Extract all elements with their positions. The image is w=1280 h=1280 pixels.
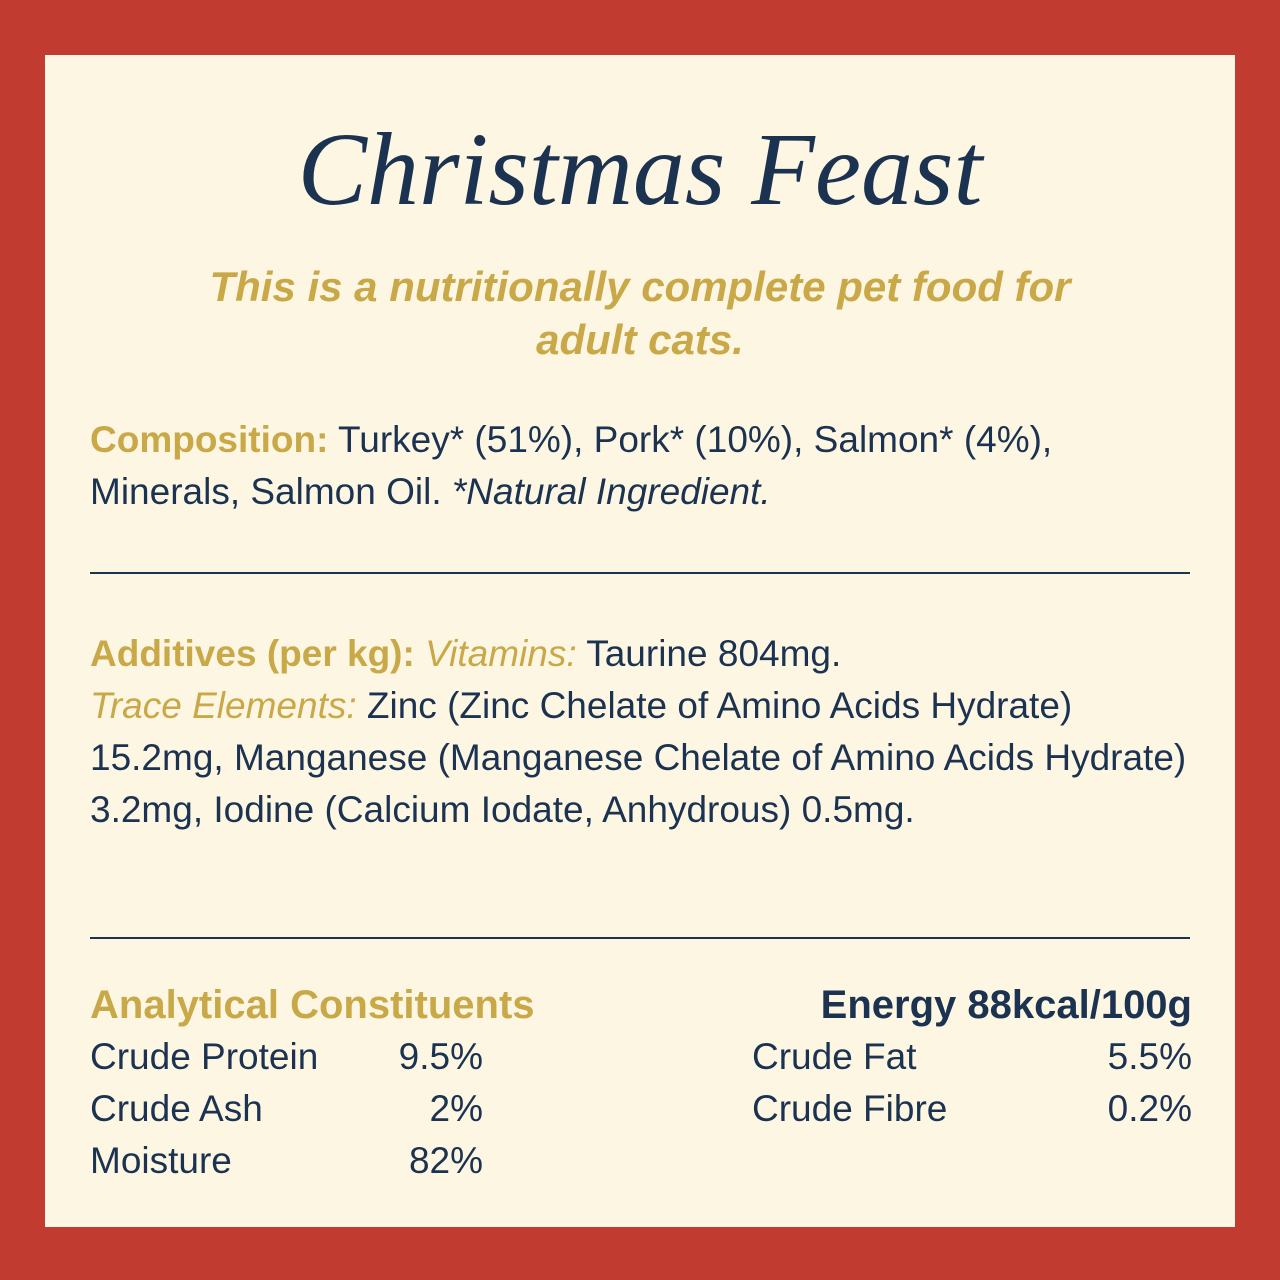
composition-text: Turkey* (51%), Pork* (10%), Salmon* (4%)… bbox=[90, 419, 1053, 512]
energy: Energy 88kcal/100g bbox=[820, 983, 1192, 1027]
constituent-value: 0.2% bbox=[1107, 1088, 1192, 1129]
constituent-value: 2% bbox=[429, 1088, 483, 1129]
constituent-value: 5.5% bbox=[1107, 1036, 1192, 1077]
trace-label: Trace Elements: bbox=[90, 685, 357, 726]
constituent-name: Crude Protein bbox=[90, 1036, 319, 1077]
divider bbox=[90, 937, 1190, 939]
constituent-row: Crude Fibre 0.2% bbox=[752, 1083, 1192, 1135]
subtitle: This is a nutritionally complete pet foo… bbox=[209, 263, 1071, 363]
title: Christmas Feast bbox=[297, 112, 983, 227]
composition: Composition: Turkey* (51%), Pork* (10%),… bbox=[90, 414, 1200, 518]
composition-label: Composition: bbox=[90, 419, 329, 460]
constituent-name: Crude Fat bbox=[752, 1036, 917, 1077]
additives-label: Additives (per kg): bbox=[90, 633, 415, 674]
vitamins-label: Vitamins: bbox=[425, 633, 577, 674]
constituent-value: 82% bbox=[408, 1140, 483, 1181]
constituent-row: Crude Fat 5.5% bbox=[752, 1031, 1192, 1083]
additives: Additives (per kg): Vitamins: Taurine 80… bbox=[90, 628, 1200, 836]
trace-text: Zinc (Zinc Chelate of Amino Acids Hydrat… bbox=[90, 685, 1187, 830]
constituent-name: Moisture bbox=[90, 1140, 232, 1181]
vitamins-text: Taurine 804mg. bbox=[586, 633, 842, 674]
constituent-name: Crude Ash bbox=[90, 1088, 263, 1129]
constituent-row: Crude Ash 2% bbox=[90, 1083, 483, 1135]
constituent-name: Crude Fibre bbox=[752, 1088, 948, 1129]
label-card bbox=[45, 55, 1235, 1227]
constituent-row: Moisture 82% bbox=[90, 1135, 483, 1187]
analytical-title: Analytical Constituents bbox=[90, 983, 535, 1027]
divider bbox=[90, 572, 1190, 574]
composition-note: *Natural Ingredient. bbox=[451, 471, 771, 512]
constituent-value: 9.5% bbox=[398, 1036, 483, 1077]
constituent-row: Crude Protein 9.5% bbox=[90, 1031, 483, 1083]
